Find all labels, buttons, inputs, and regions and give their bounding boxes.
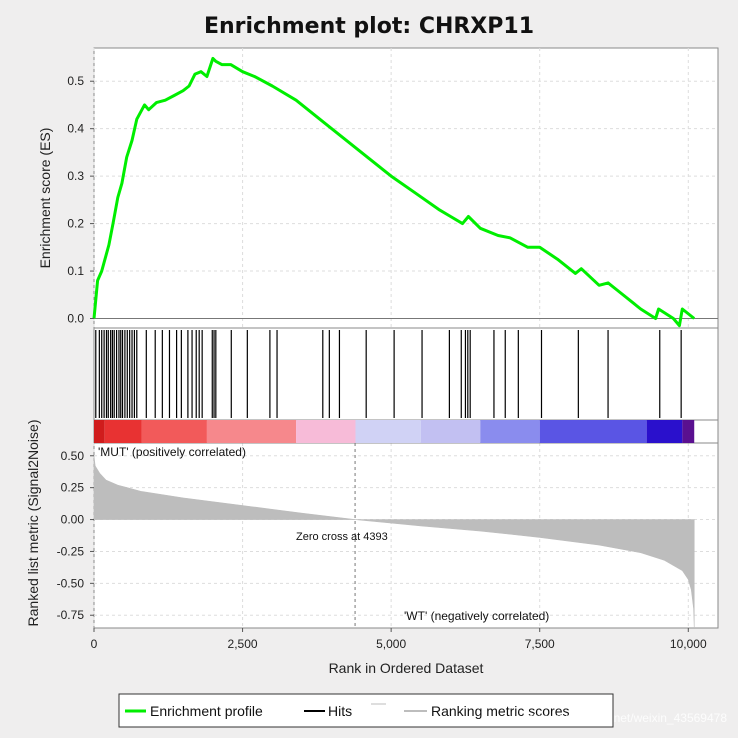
x-tick-label: 0 [91,637,98,651]
heat-bar-segment [646,420,683,443]
ranking-y-tick-label: 0.25 [61,481,85,495]
x-tick-label: 2,500 [228,637,258,651]
watermark: https://blog.csdn.net/weixin_43569478 [523,711,727,725]
x-tick-label: 10,000 [670,637,707,651]
legend: Enrichment profile Hits Ranking metric s… [118,693,614,728]
es-y-axis-ticks: 0.0 0.1 0.2 0.3 0.4 0.5 [67,74,94,326]
heat-bar-segment [355,420,421,443]
ranking-y-tick-label: -0.50 [57,576,85,590]
heat-bar-segment [420,420,481,443]
es-y-axis-label: Enrichment score (ES) [37,128,53,269]
heat-bar-segment [539,420,647,443]
enrichment-profile-line [92,56,696,328]
legend-label-enrichment-profile: Enrichment profile [150,703,263,719]
heat-bar [94,420,695,443]
negative-correlation-label: 'WT' (negatively correlated) [404,609,549,623]
positive-correlation-label: 'MUT' (positively correlated) [98,445,246,459]
es-gridlines [93,48,718,328]
es-y-tick-label: 0.5 [67,74,84,88]
zero-cross-label: Zero cross at 4393 [296,531,388,543]
es-y-tick-label: 0.3 [67,169,84,183]
es-y-tick-label: 0.2 [67,217,84,231]
ranking-y-tick-label: 0.00 [61,513,85,527]
heat-bar-segment [480,420,540,443]
es-y-tick-label: 0.0 [67,312,84,326]
ranking-y-tick-label: 0.50 [61,449,85,463]
x-axis-ticks: 0 2,500 5,000 7,500 10,000 [91,628,707,651]
ranking-y-axis-label: Ranked list metric (Signal2Noise) [25,420,41,627]
heat-bar-segment [104,420,142,443]
ranking-metric-layer [93,455,695,629]
es-y-tick-label: 0.4 [67,122,84,136]
ranking-y-tick-label: -0.25 [57,544,85,558]
es-layer [92,56,696,328]
hits-layer [95,330,682,418]
x-tick-label: 5,000 [376,637,406,651]
legend-label-hits: Hits [328,703,352,719]
heat-bar-segment [682,420,695,443]
ranking-y-axis-ticks: 0.50 0.25 0.00 -0.25 -0.50 -0.75 [57,449,94,622]
heat-bar-segment [94,420,105,443]
ranking-metric-area [93,455,695,629]
heat-bar-segment [206,420,297,443]
x-tick-label: 7,500 [525,637,555,651]
heat-bar-segment [296,420,356,443]
ranking-y-tick-label: -0.75 [57,608,85,622]
legend-label-ranking-metric: Ranking metric scores [431,703,570,719]
es-y-tick-label: 0.1 [67,264,84,278]
x-axis-label: Rank in Ordered Dataset [329,660,484,676]
chart-title: Enrichment plot: CHRXP11 [204,14,534,39]
legend-box [118,693,614,728]
heat-bar-segment [141,420,207,443]
